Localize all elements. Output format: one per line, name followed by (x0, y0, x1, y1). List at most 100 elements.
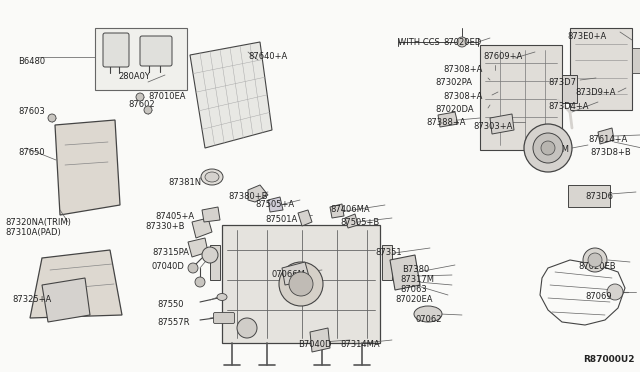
Polygon shape (30, 250, 122, 318)
Text: 87640+A: 87640+A (248, 52, 287, 61)
Text: R87000U2: R87000U2 (584, 355, 635, 364)
Text: 87650: 87650 (18, 148, 45, 157)
Text: 87557R: 87557R (157, 318, 189, 327)
Polygon shape (330, 204, 344, 218)
Text: 87381N: 87381N (168, 178, 201, 187)
FancyBboxPatch shape (140, 36, 172, 66)
Text: 280A0Y: 280A0Y (118, 72, 150, 81)
Bar (568, 185, 610, 207)
Polygon shape (390, 255, 420, 290)
Bar (382, 245, 392, 280)
Text: 87602: 87602 (128, 100, 155, 109)
Text: WITH CCS: WITH CCS (398, 38, 440, 47)
Circle shape (144, 106, 152, 114)
Text: 87020EB: 87020EB (578, 262, 616, 271)
Text: 87069: 87069 (585, 292, 612, 301)
Text: 873D7: 873D7 (548, 78, 576, 87)
Text: 87405+A: 87405+A (155, 212, 194, 221)
Text: 87020DA: 87020DA (435, 105, 474, 114)
Text: 87020ED: 87020ED (443, 38, 481, 47)
Text: 873D6: 873D6 (585, 192, 613, 201)
Text: B6480: B6480 (18, 57, 45, 66)
Text: 87320NA(TRIM): 87320NA(TRIM) (5, 218, 71, 227)
Text: 87388+A: 87388+A (426, 118, 465, 127)
FancyBboxPatch shape (214, 312, 234, 324)
Circle shape (136, 93, 144, 101)
Circle shape (279, 262, 323, 306)
Polygon shape (248, 185, 268, 202)
Text: 87317M: 87317M (400, 275, 434, 284)
Polygon shape (310, 328, 330, 352)
Polygon shape (55, 120, 120, 215)
Text: 87314MA: 87314MA (340, 340, 380, 349)
Text: 873D4+A: 873D4+A (548, 102, 589, 111)
Polygon shape (268, 197, 283, 212)
Text: 87351: 87351 (375, 248, 402, 257)
Text: 873E0+A: 873E0+A (567, 32, 606, 41)
Bar (210, 245, 220, 280)
Bar (632, 48, 640, 73)
Ellipse shape (217, 294, 227, 301)
Polygon shape (345, 214, 358, 228)
Ellipse shape (205, 172, 219, 182)
Text: 07062: 07062 (415, 315, 442, 324)
Text: 87303+A: 87303+A (473, 122, 513, 131)
Text: 87325+A: 87325+A (12, 295, 51, 304)
Text: 873D9+A: 873D9+A (575, 88, 616, 97)
Text: 87505+A: 87505+A (255, 200, 294, 209)
Text: 87501A: 87501A (265, 215, 297, 224)
Polygon shape (598, 128, 614, 144)
Circle shape (524, 124, 572, 172)
Text: 87308+A: 87308+A (443, 65, 483, 74)
Ellipse shape (201, 169, 223, 185)
Circle shape (48, 114, 56, 122)
Text: 87330+B: 87330+B (145, 222, 184, 231)
Circle shape (289, 272, 313, 296)
Polygon shape (192, 218, 212, 238)
Circle shape (202, 247, 218, 263)
Polygon shape (282, 262, 310, 285)
Circle shape (237, 318, 257, 338)
Circle shape (188, 263, 198, 273)
Bar (95, 28, 187, 90)
Text: 87609+A: 87609+A (483, 52, 522, 61)
Bar (570, 28, 632, 110)
Text: 87603: 87603 (18, 107, 45, 116)
Text: 87334M: 87334M (535, 145, 569, 154)
Text: 87614+A: 87614+A (588, 135, 627, 144)
Text: 87505+B: 87505+B (340, 218, 380, 227)
Polygon shape (490, 114, 514, 134)
Polygon shape (202, 207, 220, 222)
Text: 87315PA: 87315PA (152, 248, 189, 257)
Text: 87010EA: 87010EA (148, 92, 186, 101)
Text: B7380: B7380 (402, 265, 429, 274)
FancyBboxPatch shape (103, 33, 129, 67)
Text: 87310A(PAD): 87310A(PAD) (5, 228, 61, 237)
Text: 07040D: 07040D (152, 262, 185, 271)
Text: 07066M: 07066M (272, 270, 306, 279)
Circle shape (195, 277, 205, 287)
Text: 87550: 87550 (157, 300, 184, 309)
Text: B7040D: B7040D (298, 340, 332, 349)
Circle shape (541, 141, 555, 155)
Circle shape (588, 253, 602, 267)
Polygon shape (298, 210, 312, 226)
Bar (222, 225, 380, 343)
Text: 87020EA: 87020EA (395, 295, 433, 304)
Polygon shape (42, 278, 90, 322)
Polygon shape (190, 42, 272, 148)
Polygon shape (188, 238, 208, 257)
Text: 87302PA: 87302PA (435, 78, 472, 87)
Text: 87308+A: 87308+A (443, 92, 483, 101)
Bar (562, 75, 577, 103)
Circle shape (583, 248, 607, 272)
Ellipse shape (414, 306, 442, 322)
Text: 87063: 87063 (400, 285, 427, 294)
Bar (480, 45, 562, 150)
Text: 87380+B: 87380+B (228, 192, 268, 201)
Polygon shape (438, 112, 458, 127)
Text: 87406MA: 87406MA (330, 205, 370, 214)
Circle shape (533, 133, 563, 163)
Circle shape (457, 37, 467, 47)
Circle shape (607, 284, 623, 300)
